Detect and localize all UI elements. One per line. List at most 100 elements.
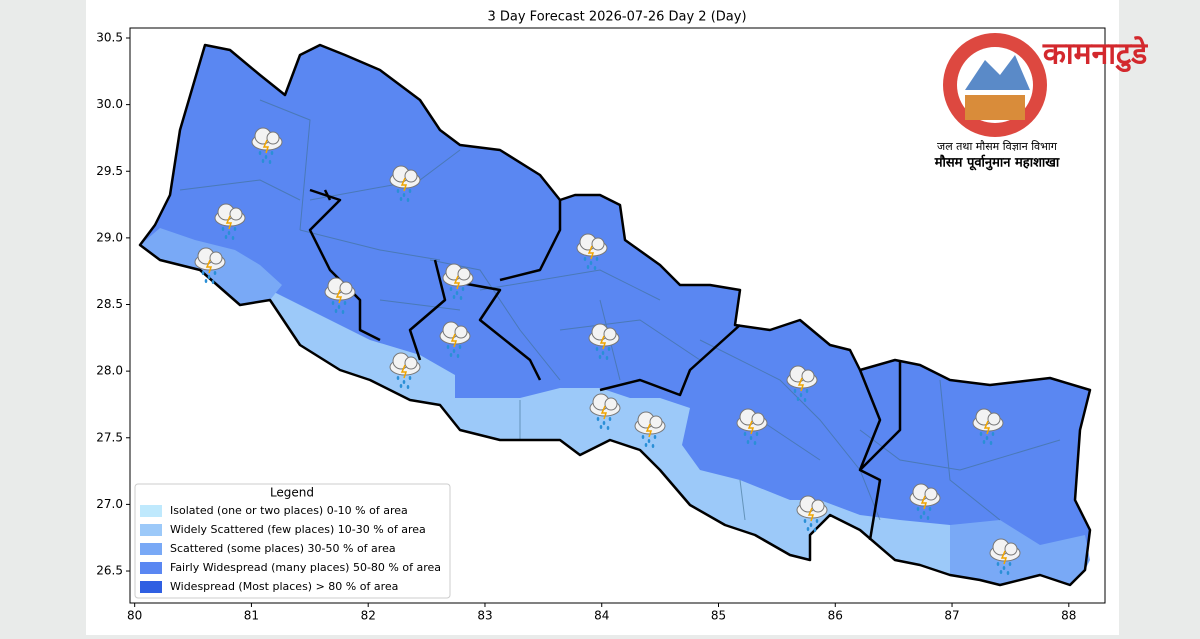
cloud <box>1004 542 1018 556</box>
rain-drop <box>270 151 274 155</box>
rain-drop <box>204 279 208 283</box>
rain-drop <box>922 511 926 515</box>
rain-drop <box>755 432 759 436</box>
y-tick-label: 29.0 <box>96 230 123 244</box>
lightning <box>453 275 461 290</box>
rain-drop <box>261 159 265 163</box>
cloud <box>229 207 243 221</box>
rain-drop <box>213 271 217 275</box>
rain-cloud-icon <box>972 408 1004 445</box>
rain-drop <box>408 189 412 193</box>
rain-cloud-icon <box>442 263 474 300</box>
rain-drop <box>595 257 599 261</box>
y-tick-label: 28.5 <box>96 297 123 311</box>
cloud <box>404 169 418 183</box>
legend-swatch <box>140 562 162 574</box>
rain-drop <box>461 287 465 291</box>
rain-drop <box>406 198 410 202</box>
rain-drop <box>605 356 609 360</box>
lightning <box>645 423 653 438</box>
rain-drop <box>647 439 651 443</box>
rain-drop <box>809 523 813 527</box>
chart-title: 3 Day Forecast 2026-07-26 Day 2 (Day) <box>487 10 746 25</box>
rain-drop <box>402 380 406 384</box>
cloud <box>603 327 617 341</box>
rain-drop <box>1002 566 1006 570</box>
rain-cloud-icon <box>588 323 620 360</box>
rain-drop <box>408 376 412 380</box>
rain-drop <box>919 515 923 519</box>
rain-drop <box>606 426 610 430</box>
rain-drop <box>608 417 612 421</box>
legend-label: Isolated (one or two places) 0-10 % of a… <box>170 504 408 517</box>
x-tick-label: 84 <box>594 609 609 623</box>
rain-drop <box>796 397 800 401</box>
rain-drop <box>985 436 989 440</box>
rain-drop <box>341 310 345 314</box>
division-name: मौसम पूर्वानुमान महाशाखा <box>934 155 1060 171</box>
rain-drop <box>449 287 453 291</box>
rain-cloud-icon <box>909 483 941 520</box>
lightning <box>450 333 458 348</box>
cloud <box>924 487 938 501</box>
y-tick-label: 30.0 <box>96 97 123 111</box>
rain-drop <box>586 265 590 269</box>
x-tick-label: 88 <box>1061 609 1076 623</box>
country-border <box>138 43 1092 587</box>
logo: जल तथा मौसम विज्ञान विभाग मौसम पूर्वानुम… <box>934 33 1148 171</box>
lightning <box>600 405 608 420</box>
rain-drop <box>602 421 606 425</box>
cloud <box>591 237 605 251</box>
rain-drop <box>813 528 817 532</box>
y-tick-label: 30.5 <box>96 30 123 44</box>
rain-drop <box>343 301 347 305</box>
legend-label: Scattered (some places) 30-50 % of area <box>170 542 396 555</box>
lightning <box>225 215 233 230</box>
rain-drop <box>458 345 462 349</box>
rain-drop <box>989 441 993 445</box>
legend-swatch <box>140 505 162 517</box>
y-tick-label: 27.5 <box>96 430 123 444</box>
rain-drop <box>598 355 602 359</box>
rain-drop <box>227 231 231 235</box>
y-tick-label: 28.0 <box>96 364 123 378</box>
legend-label: Widespread (Most places) > 80 % of area <box>170 580 398 593</box>
legend-label: Widely Scattered (few places) 10-30 % of… <box>170 523 426 536</box>
rain-drop <box>641 435 645 439</box>
rain-drop <box>231 236 235 240</box>
rain-drop <box>1006 571 1010 575</box>
rain-drop <box>456 354 460 358</box>
rain-cloud-icon <box>439 321 471 358</box>
rain-drop <box>334 309 338 313</box>
rain-drop <box>201 271 205 275</box>
rain-drop <box>607 347 611 351</box>
rain-cloud-icon <box>634 411 666 448</box>
rain-drop <box>331 301 335 305</box>
rain-drop <box>396 189 400 193</box>
rain-drop <box>651 444 655 448</box>
rain-drop <box>207 275 211 279</box>
rain-drop <box>459 296 463 300</box>
lightning <box>1000 550 1008 565</box>
rain-drop <box>596 417 600 421</box>
y-tick-label: 29.5 <box>96 164 123 178</box>
province-lines <box>308 188 902 541</box>
rain-drop <box>583 257 587 261</box>
region-fairly-widespread <box>140 45 1090 585</box>
lightning <box>599 335 607 350</box>
rain-drop <box>406 385 410 389</box>
x-tick-label: 85 <box>711 609 726 623</box>
rain-cloud-icon <box>786 365 818 402</box>
rain-drop <box>928 507 932 511</box>
rain-cloud-icon <box>576 233 608 270</box>
rain-drop <box>593 266 597 270</box>
rain-drop <box>815 519 819 523</box>
lightning <box>335 289 343 304</box>
cloud <box>987 412 1001 426</box>
rain-drop <box>224 235 228 239</box>
lightning <box>920 495 928 510</box>
lightning <box>587 245 595 260</box>
lightning <box>400 364 408 379</box>
rain-drop <box>644 443 648 447</box>
